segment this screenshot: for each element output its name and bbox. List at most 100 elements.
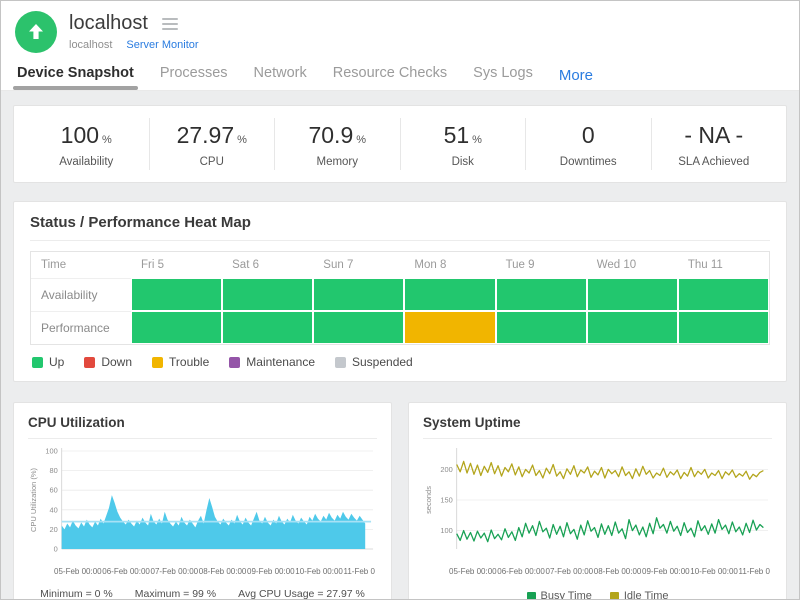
heatmap-title: Status / Performance Heat Map (30, 214, 770, 241)
heatmap-row-label-performance: Performance (31, 311, 131, 344)
charts-row: CPU Utilization 020406080100CPU Utilizat… (13, 402, 787, 599)
device-status-avatar (15, 11, 57, 53)
stat-value: 100% (24, 122, 149, 149)
cpu-chart-footer: Minimum = 0 % Maximum = 99 % Avg CPU Usa… (28, 588, 377, 599)
stat-unit: % (356, 134, 366, 146)
x-tick-label: 11-Feb 0 (344, 567, 375, 576)
tab-more[interactable]: More (559, 67, 593, 90)
stat-label: Downtimes (526, 156, 651, 168)
heatmap-cell-availability-mon-8[interactable] (404, 278, 495, 311)
stat-label: SLA Achieved (652, 156, 777, 168)
heatmap-legend: UpDownTroubleMaintenanceSuspended (30, 355, 770, 369)
legend-item-idle-time: Idle Time (610, 590, 669, 599)
tab-processes[interactable]: Processes (160, 65, 228, 90)
stat-value: 0 (526, 122, 651, 149)
heatmap-cell-performance-thu-11[interactable] (678, 311, 769, 344)
stat-unit: % (102, 134, 112, 146)
stat-number: 27.97 (177, 122, 235, 148)
stat-unit: % (472, 134, 482, 146)
main-content: 100%Availability27.97%CPU70.9%Memory51%D… (1, 91, 799, 599)
busy-time-label: Busy Time (541, 590, 592, 599)
heatmap-cell-availability-tue-9[interactable] (496, 278, 587, 311)
stat-number: - NA - (684, 122, 743, 148)
stat-memory: 70.9%Memory (275, 118, 401, 170)
heatmap-header-day: Wed 10 (587, 252, 678, 278)
tab-resource-checks[interactable]: Resource Checks (333, 65, 447, 90)
legend-label: Trouble (169, 355, 209, 369)
uptime-x-axis-labels: 05-Feb 00:0006-Feb 00:0007-Feb 00:0008-F… (423, 567, 772, 576)
breadcrumb-device: localhost (69, 39, 112, 51)
x-tick-label: 10-Feb 00:00 (690, 567, 738, 576)
stat-cpu: 27.97% CPU (150, 118, 276, 170)
cpu-x-axis-labels: 05-Feb 00:0006-Feb 00:0007-Feb 00:0008-F… (28, 567, 377, 576)
tab-sys-logs[interactable]: Sys Logs (473, 65, 533, 90)
heatmap-header-day: Mon 8 (404, 252, 495, 278)
stat-downtimes: 0 Downtimes (526, 118, 652, 170)
stat-disk: 51% Disk (401, 118, 527, 170)
heatmap-header-time: Time (31, 252, 131, 278)
x-tick-label: 06-Feb 00:00 (102, 567, 150, 576)
trouble-swatch (152, 357, 163, 368)
svg-text:seconds: seconds (424, 486, 433, 514)
device-header: localhost localhost Server Monitor (1, 1, 799, 53)
svg-text:40: 40 (49, 505, 57, 514)
x-tick-label: 05-Feb 00:00 (449, 567, 497, 576)
heatmap-header-day: Tue 9 (496, 252, 587, 278)
breadcrumb-category-link[interactable]: Server Monitor (126, 39, 198, 51)
stat-number: 51 (444, 122, 470, 148)
heatmap-cell-performance-tue-9[interactable] (496, 311, 587, 344)
legend-label: Suspended (352, 355, 413, 369)
uptime-legend: Busy Time Idle Time (423, 590, 772, 599)
heatmap-cell-availability-fri-5[interactable] (131, 278, 222, 311)
stat-label: CPU (150, 156, 275, 168)
legend-item-maintenance: Maintenance (229, 355, 315, 369)
cpu-maximum: Maximum = 99 % (135, 588, 216, 599)
stat-value: - NA - (652, 122, 777, 149)
system-uptime-card: System Uptime 100150200seconds 05-Feb 00… (408, 402, 787, 599)
svg-text:200: 200 (440, 465, 452, 474)
cpu-utilization-chart: 020406080100CPU Utilization (%) (28, 443, 377, 569)
heatmap-cell-performance-sat-6[interactable] (222, 311, 313, 344)
svg-text:150: 150 (440, 495, 452, 504)
x-tick-label: 07-Feb 00:00 (151, 567, 199, 576)
idle-time-swatch (610, 592, 619, 600)
x-tick-label: 06-Feb 00:00 (497, 567, 545, 576)
heatmap-header-day: Thu 11 (678, 252, 769, 278)
cpu-average: Avg CPU Usage = 27.97 % (238, 588, 365, 599)
idle-time-label: Idle Time (624, 590, 669, 599)
tab-bar: Device Snapshot Processes Network Resource … (1, 53, 799, 91)
tab-device-snapshot[interactable]: Device Snapshot (17, 65, 134, 90)
heatmap-header-day: Sat 6 (222, 252, 313, 278)
menu-icon[interactable] (160, 16, 180, 32)
stat-availability: 100%Availability (24, 118, 150, 170)
cpu-chart-title: CPU Utilization (28, 415, 377, 439)
breadcrumb: localhost Server Monitor (69, 39, 199, 51)
x-tick-label: 09-Feb 00:00 (247, 567, 295, 576)
heatmap-table: TimeFri 5Sat 6Sun 7Mon 8Tue 9Wed 10Thu 1… (30, 251, 770, 345)
heatmap-cell-availability-sun-7[interactable] (313, 278, 404, 311)
page-title: localhost (69, 12, 148, 35)
heatmap-cell-performance-fri-5[interactable] (131, 311, 222, 344)
legend-item-up: Up (32, 355, 64, 369)
stat-label: Disk (401, 156, 526, 168)
stat-value: 27.97% (150, 122, 275, 149)
summary-stats-card: 100%Availability27.97%CPU70.9%Memory51%D… (13, 105, 787, 183)
legend-label: Up (49, 355, 64, 369)
heatmap-cell-performance-sun-7[interactable] (313, 311, 404, 344)
svg-text:100: 100 (440, 526, 452, 535)
heatmap-cell-availability-wed-10[interactable] (587, 278, 678, 311)
stat-sla-achieved: - NA - SLA Achieved (652, 118, 777, 170)
stat-value: 51% (401, 122, 526, 149)
heatmap-cell-availability-thu-11[interactable] (678, 278, 769, 311)
x-tick-label: 10-Feb 00:00 (295, 567, 343, 576)
cpu-utilization-card: CPU Utilization 020406080100CPU Utilizat… (13, 402, 392, 599)
x-tick-label: 08-Feb 00:00 (199, 567, 247, 576)
svg-text:20: 20 (49, 525, 57, 534)
x-tick-label: 11-Feb 0 (739, 567, 770, 576)
heatmap-cell-performance-wed-10[interactable] (587, 311, 678, 344)
svg-text:60: 60 (49, 486, 57, 495)
heatmap-cell-availability-sat-6[interactable] (222, 278, 313, 311)
heatmap-header-day: Fri 5 (131, 252, 222, 278)
tab-network[interactable]: Network (254, 65, 307, 90)
heatmap-cell-performance-mon-8[interactable] (404, 311, 495, 344)
